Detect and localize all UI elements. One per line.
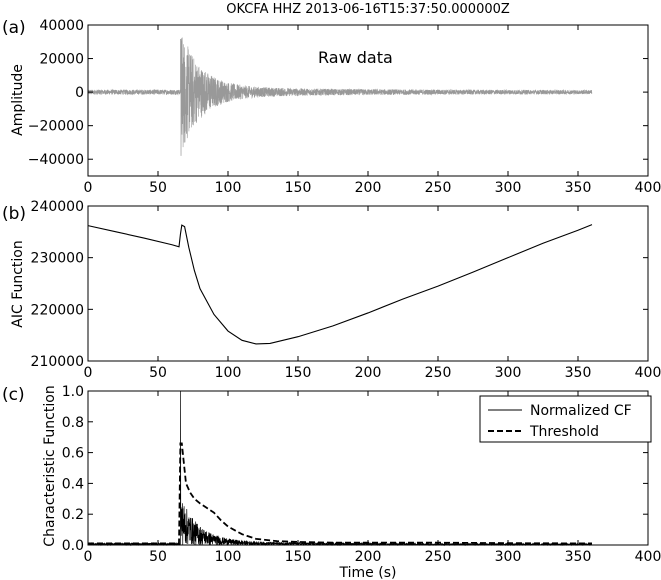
panel-c-ytick-label: 1.0 <box>62 384 84 400</box>
panel-a-xtick-label: 100 <box>215 180 242 196</box>
panel-c-xtick-label: 100 <box>215 549 242 565</box>
raw-data-trace <box>88 37 593 156</box>
panel-a-ytick-label: −20000 <box>28 119 84 135</box>
panel-b-ticks: 0 50 100 150 200 250 300 350 400 240000 230000 2200… <box>31 199 661 381</box>
panel-a-ytick-label: −40000 <box>28 152 84 168</box>
panel-a-xtick-label: 300 <box>495 180 522 196</box>
panel-b-aic: (b) AIC Function 0 50 100 150 200 250 300 350 40… <box>2 199 661 381</box>
panel-b-xtick-label: 350 <box>565 365 592 381</box>
panel-c-ytick-label: 0.0 <box>62 538 84 554</box>
panel-a-plot-area <box>88 37 593 156</box>
panel-b-xtick-label: 0 <box>84 365 93 381</box>
threshold-line <box>88 442 593 545</box>
panel-b-xtick-label: 300 <box>495 365 522 381</box>
panel-a-annotation: Raw data <box>318 48 393 67</box>
legend-label-normalized-cf: Normalized CF <box>530 403 632 419</box>
panel-c-xlabel: Time (s) <box>339 565 397 580</box>
legend-box <box>479 395 652 443</box>
panel-a-xtick-label: 250 <box>425 180 452 196</box>
panel-a-xtick-label: 0 <box>84 180 93 196</box>
panel-a-xtick-label: 150 <box>285 180 312 196</box>
panel-c-xtick-label: 400 <box>635 549 661 565</box>
panel-c-xtick-label: 300 <box>495 549 522 565</box>
panel-c-ticks: 0 50 100 150 200 250 300 350 400 1.0 0.8 0.6 0.4 0.2 0… <box>62 384 661 565</box>
panel-b-xtick-label: 200 <box>355 365 382 381</box>
panel-b-xtick-label: 250 <box>425 365 452 381</box>
panel-b-frame <box>87 205 649 362</box>
figure-title: OKCFA HHZ 2013-06-16T15:37:50.000000Z <box>226 2 510 17</box>
panel-a-raw-data: (a) Amplitude Raw data 0 50 100 150 200 250 30… <box>2 18 661 196</box>
panel-b-ytick-label: 220000 <box>31 302 84 318</box>
panel-a-ytick-label: 20000 <box>39 52 84 68</box>
panel-b-xtick-label: 400 <box>635 365 661 381</box>
legend-label-threshold: Threshold <box>529 424 599 440</box>
panel-a-ylabel: Amplitude <box>10 64 26 136</box>
panel-b-ylabel: AIC Function <box>10 240 26 327</box>
panel-c-cf: (c) Characteristic Function Time (s) 0 50… <box>2 384 661 580</box>
panel-b-xtick-label: 150 <box>285 365 312 381</box>
panel-b-plot-area <box>87 224 593 345</box>
panel-b-ytick-label: 240000 <box>31 199 84 215</box>
panel-b-xtick-label: 50 <box>149 365 167 381</box>
panel-b-xtick-label: 100 <box>215 365 242 381</box>
panel-c-ylabel: Characteristic Function <box>42 385 58 546</box>
panel-c-ytick-label: 0.6 <box>62 446 84 462</box>
panel-a-xtick-label: 50 <box>149 180 167 196</box>
panel-c-letter: (c) <box>2 385 25 405</box>
legend: Normalized CF Threshold <box>479 395 652 443</box>
panel-c-ytick-label: 0.4 <box>62 476 84 492</box>
panel-b-letter: (b) <box>2 204 26 224</box>
panel-c-xtick-label: 150 <box>285 549 312 565</box>
panel-a-ytick-label: 40000 <box>39 18 84 34</box>
aic-function-line <box>87 224 593 345</box>
panel-a-xtick-label: 400 <box>635 180 661 196</box>
panel-a-ticks: 0 50 100 150 200 250 300 350 400 40000 20000 0 −2000… <box>28 18 661 196</box>
panel-a-xtick-label: 200 <box>355 180 382 196</box>
panel-c-xtick-label: 0 <box>84 549 93 565</box>
panel-a-letter: (a) <box>2 18 26 38</box>
panel-c-xtick-label: 350 <box>565 549 592 565</box>
panel-b-ytick-label: 230000 <box>31 251 84 267</box>
panel-c-xtick-label: 200 <box>355 549 382 565</box>
panel-c-ytick-label: 0.2 <box>62 507 84 523</box>
panel-a-ytick-label: 0 <box>75 85 84 101</box>
panel-b-ytick-label: 210000 <box>31 354 84 370</box>
panel-c-xtick-label: 250 <box>425 549 452 565</box>
panel-c-xtick-label: 50 <box>149 549 167 565</box>
panel-c-ytick-label: 0.8 <box>62 415 84 431</box>
panel-a-xtick-label: 350 <box>565 180 592 196</box>
